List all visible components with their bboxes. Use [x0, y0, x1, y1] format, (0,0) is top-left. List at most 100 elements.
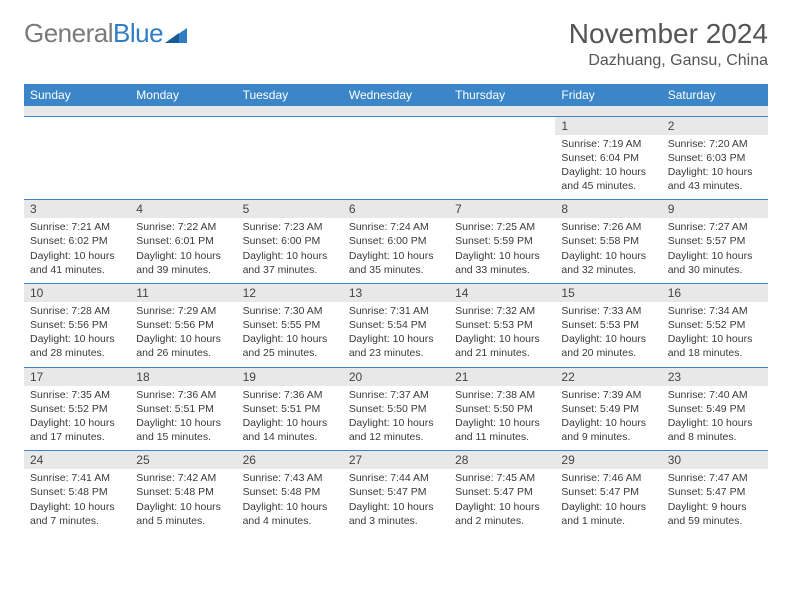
logo-word1: General: [24, 18, 113, 48]
sunrise-text: Sunrise: 7:34 AM: [668, 304, 762, 318]
sunset-text: Sunset: 5:53 PM: [561, 318, 655, 332]
day-body: Sunrise: 7:21 AMSunset: 6:02 PMDaylight:…: [24, 218, 130, 283]
daylight-text: Daylight: 10 hours and 9 minutes.: [561, 416, 655, 444]
day-body: Sunrise: 7:29 AMSunset: 5:56 PMDaylight:…: [130, 302, 236, 367]
month-title: November 2024: [569, 18, 768, 50]
sunrise-text: Sunrise: 7:36 AM: [243, 388, 337, 402]
daylight-text: Daylight: 10 hours and 25 minutes.: [243, 332, 337, 360]
daylight-text: Daylight: 10 hours and 33 minutes.: [455, 249, 549, 277]
sunset-text: Sunset: 5:56 PM: [30, 318, 124, 332]
day-body: Sunrise: 7:36 AMSunset: 5:51 PMDaylight:…: [130, 386, 236, 451]
calendar-cell: [343, 116, 449, 200]
sunrise-text: Sunrise: 7:28 AM: [30, 304, 124, 318]
sunset-text: Sunset: 5:48 PM: [243, 485, 337, 499]
sunset-text: Sunset: 5:52 PM: [668, 318, 762, 332]
day-body: Sunrise: 7:27 AMSunset: 5:57 PMDaylight:…: [662, 218, 768, 283]
sunset-text: Sunset: 6:02 PM: [30, 234, 124, 248]
day-body: Sunrise: 7:46 AMSunset: 5:47 PMDaylight:…: [555, 469, 661, 534]
sunset-text: Sunset: 5:57 PM: [668, 234, 762, 248]
calendar-cell: 16Sunrise: 7:34 AMSunset: 5:52 PMDayligh…: [662, 283, 768, 367]
day-number: 19: [237, 368, 343, 386]
sunset-text: Sunset: 5:56 PM: [136, 318, 230, 332]
daylight-text: Daylight: 10 hours and 20 minutes.: [561, 332, 655, 360]
daylight-text: Daylight: 10 hours and 15 minutes.: [136, 416, 230, 444]
daylight-text: Daylight: 9 hours and 59 minutes.: [668, 500, 762, 528]
calendar-week: 17Sunrise: 7:35 AMSunset: 5:52 PMDayligh…: [24, 367, 768, 451]
daylight-text: Daylight: 10 hours and 23 minutes.: [349, 332, 443, 360]
daylight-text: Daylight: 10 hours and 12 minutes.: [349, 416, 443, 444]
day-number: 16: [662, 284, 768, 302]
day-number: 1: [555, 117, 661, 135]
daylight-text: Daylight: 10 hours and 45 minutes.: [561, 165, 655, 193]
sunrise-text: Sunrise: 7:44 AM: [349, 471, 443, 485]
sunrise-text: Sunrise: 7:35 AM: [30, 388, 124, 402]
sunset-text: Sunset: 5:47 PM: [668, 485, 762, 499]
title-block: November 2024 Dazhuang, Gansu, China: [569, 18, 768, 70]
calendar-week: 24Sunrise: 7:41 AMSunset: 5:48 PMDayligh…: [24, 451, 768, 534]
day-body: Sunrise: 7:30 AMSunset: 5:55 PMDaylight:…: [237, 302, 343, 367]
day-number: 3: [24, 200, 130, 218]
sunset-text: Sunset: 6:04 PM: [561, 151, 655, 165]
sunrise-text: Sunrise: 7:47 AM: [668, 471, 762, 485]
day-number: 30: [662, 451, 768, 469]
day-number: 25: [130, 451, 236, 469]
day-number: 29: [555, 451, 661, 469]
sunset-text: Sunset: 6:00 PM: [349, 234, 443, 248]
calendar-cell: 14Sunrise: 7:32 AMSunset: 5:53 PMDayligh…: [449, 283, 555, 367]
day-body: Sunrise: 7:28 AMSunset: 5:56 PMDaylight:…: [24, 302, 130, 367]
daylight-text: Daylight: 10 hours and 32 minutes.: [561, 249, 655, 277]
day-number: 17: [24, 368, 130, 386]
weekday-header: Saturday: [662, 84, 768, 106]
daylight-text: Daylight: 10 hours and 5 minutes.: [136, 500, 230, 528]
daylight-text: Daylight: 10 hours and 37 minutes.: [243, 249, 337, 277]
weekday-header: Friday: [555, 84, 661, 106]
sunset-text: Sunset: 5:51 PM: [243, 402, 337, 416]
day-body: Sunrise: 7:45 AMSunset: 5:47 PMDaylight:…: [449, 469, 555, 534]
sunrise-text: Sunrise: 7:31 AM: [349, 304, 443, 318]
calendar-cell: 11Sunrise: 7:29 AMSunset: 5:56 PMDayligh…: [130, 283, 236, 367]
day-body: Sunrise: 7:42 AMSunset: 5:48 PMDaylight:…: [130, 469, 236, 534]
sunrise-text: Sunrise: 7:39 AM: [561, 388, 655, 402]
daylight-text: Daylight: 10 hours and 4 minutes.: [243, 500, 337, 528]
day-number: 24: [24, 451, 130, 469]
day-body: Sunrise: 7:35 AMSunset: 5:52 PMDaylight:…: [24, 386, 130, 451]
day-body: Sunrise: 7:44 AMSunset: 5:47 PMDaylight:…: [343, 469, 449, 534]
calendar-cell: [237, 116, 343, 200]
day-body: Sunrise: 7:26 AMSunset: 5:58 PMDaylight:…: [555, 218, 661, 283]
day-body: Sunrise: 7:19 AMSunset: 6:04 PMDaylight:…: [555, 135, 661, 200]
calendar-cell: 28Sunrise: 7:45 AMSunset: 5:47 PMDayligh…: [449, 451, 555, 534]
calendar-cell: 4Sunrise: 7:22 AMSunset: 6:01 PMDaylight…: [130, 200, 236, 284]
logo: GeneralBlue: [24, 18, 187, 49]
calendar-cell: 23Sunrise: 7:40 AMSunset: 5:49 PMDayligh…: [662, 367, 768, 451]
calendar-cell: 12Sunrise: 7:30 AMSunset: 5:55 PMDayligh…: [237, 283, 343, 367]
sunset-text: Sunset: 5:51 PM: [136, 402, 230, 416]
sunset-text: Sunset: 6:03 PM: [668, 151, 762, 165]
day-number: 23: [662, 368, 768, 386]
sunrise-text: Sunrise: 7:26 AM: [561, 220, 655, 234]
day-body: Sunrise: 7:43 AMSunset: 5:48 PMDaylight:…: [237, 469, 343, 534]
calendar-cell: 29Sunrise: 7:46 AMSunset: 5:47 PMDayligh…: [555, 451, 661, 534]
sunrise-text: Sunrise: 7:32 AM: [455, 304, 549, 318]
calendar-cell: 2Sunrise: 7:20 AMSunset: 6:03 PMDaylight…: [662, 116, 768, 200]
day-number: 27: [343, 451, 449, 469]
day-number: 11: [130, 284, 236, 302]
day-body: Sunrise: 7:33 AMSunset: 5:53 PMDaylight:…: [555, 302, 661, 367]
calendar-cell: [24, 116, 130, 200]
day-number: 7: [449, 200, 555, 218]
sunrise-text: Sunrise: 7:24 AM: [349, 220, 443, 234]
daylight-text: Daylight: 10 hours and 28 minutes.: [30, 332, 124, 360]
calendar-week: 3Sunrise: 7:21 AMSunset: 6:02 PMDaylight…: [24, 200, 768, 284]
day-body: Sunrise: 7:25 AMSunset: 5:59 PMDaylight:…: [449, 218, 555, 283]
calendar-week: 10Sunrise: 7:28 AMSunset: 5:56 PMDayligh…: [24, 283, 768, 367]
day-number: 6: [343, 200, 449, 218]
calendar-cell: [130, 116, 236, 200]
sunrise-text: Sunrise: 7:36 AM: [136, 388, 230, 402]
calendar-week: 1Sunrise: 7:19 AMSunset: 6:04 PMDaylight…: [24, 116, 768, 200]
day-body: Sunrise: 7:23 AMSunset: 6:00 PMDaylight:…: [237, 218, 343, 283]
logo-text: GeneralBlue: [24, 18, 163, 49]
day-body: Sunrise: 7:37 AMSunset: 5:50 PMDaylight:…: [343, 386, 449, 451]
daylight-text: Daylight: 10 hours and 39 minutes.: [136, 249, 230, 277]
day-number: 15: [555, 284, 661, 302]
daylight-text: Daylight: 10 hours and 17 minutes.: [30, 416, 124, 444]
sunrise-text: Sunrise: 7:19 AM: [561, 137, 655, 151]
